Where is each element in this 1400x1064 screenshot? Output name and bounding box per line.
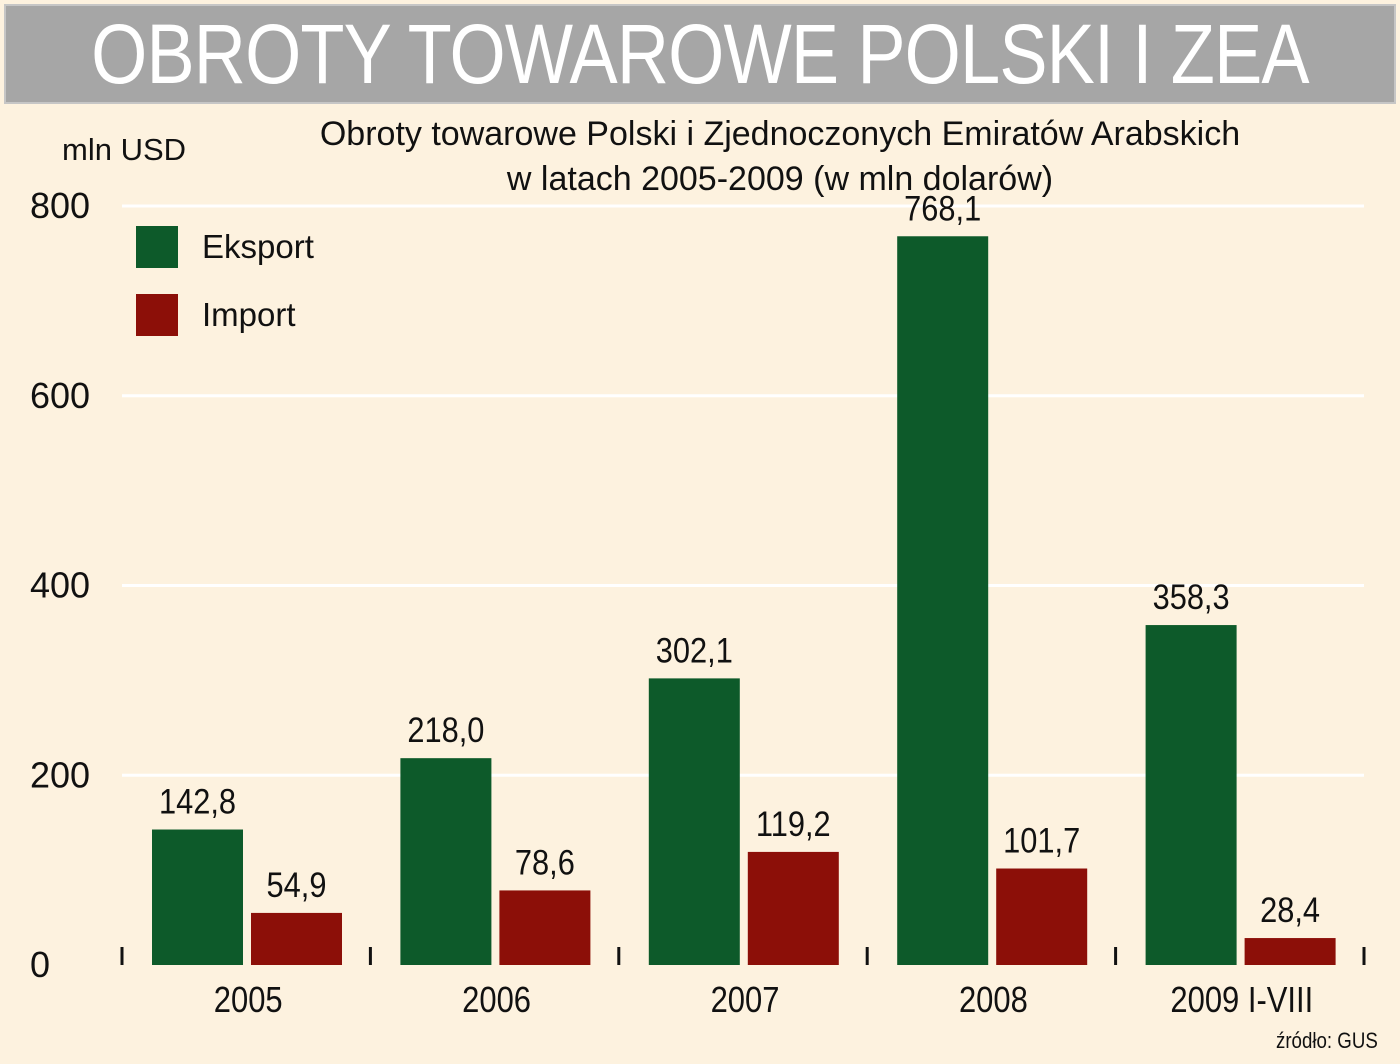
bar-eksport	[648, 678, 740, 965]
bar-import	[251, 912, 342, 965]
y-tick-label: 800	[30, 185, 90, 226]
x-tick-label: 2009 I-VIII	[1170, 981, 1313, 1021]
legend-swatch-eksport	[136, 226, 178, 268]
data-label: 101,7	[1003, 821, 1080, 860]
banner: OBROTY TOWAROWE POLSKI I ZEA	[4, 4, 1396, 104]
x-tick-label: 2007	[711, 981, 780, 1021]
legend-item-eksport: Eksport	[136, 226, 314, 268]
source-note: źródło: GUS	[1276, 1028, 1378, 1053]
data-label: 142,8	[159, 782, 236, 821]
x-tick-label: 2005	[214, 981, 283, 1021]
legend-label-import: Import	[202, 296, 296, 333]
data-label: 218,0	[407, 710, 484, 749]
chart-title-line2: w latach 2005-2009 (w mln dolarów)	[506, 160, 1054, 198]
chart-title: Obroty towarowe Polski i Zjednoczonych E…	[180, 112, 1380, 202]
y-tick-label: 200	[30, 754, 90, 795]
bar-eksport	[400, 758, 492, 965]
x-tick-label: 2006	[462, 981, 531, 1021]
bar-import	[1244, 938, 1336, 965]
data-label: 302,1	[656, 631, 733, 670]
bar-import	[747, 851, 839, 965]
bar-eksport	[152, 829, 243, 965]
legend-swatch-import	[136, 294, 178, 336]
chart-title-line1: Obroty towarowe Polski i Zjednoczonych E…	[319, 115, 1241, 153]
bar-import	[499, 890, 591, 965]
legend-item-import: Import	[136, 294, 296, 336]
data-label: 768,1	[904, 188, 981, 227]
bar-eksport	[897, 236, 989, 965]
banner-title: OBROTY TOWAROWE POLSKI I ZEA	[91, 7, 1309, 101]
bar-import	[996, 868, 1088, 965]
y-tick-label: 600	[30, 375, 90, 416]
bar-eksport	[1145, 625, 1237, 965]
data-label: 28,4	[1260, 890, 1320, 929]
data-label: 78,6	[515, 843, 575, 882]
data-label: 54,9	[267, 865, 327, 904]
y-tick-label: 0	[30, 944, 50, 985]
data-label: 358,3	[1153, 577, 1230, 616]
data-label: 119,2	[756, 804, 831, 843]
legend-label-eksport: Eksport	[202, 228, 314, 265]
x-tick-label: 2008	[959, 981, 1028, 1021]
y-tick-label: 400	[30, 565, 90, 606]
y-axis-label: mln USD	[62, 132, 187, 167]
